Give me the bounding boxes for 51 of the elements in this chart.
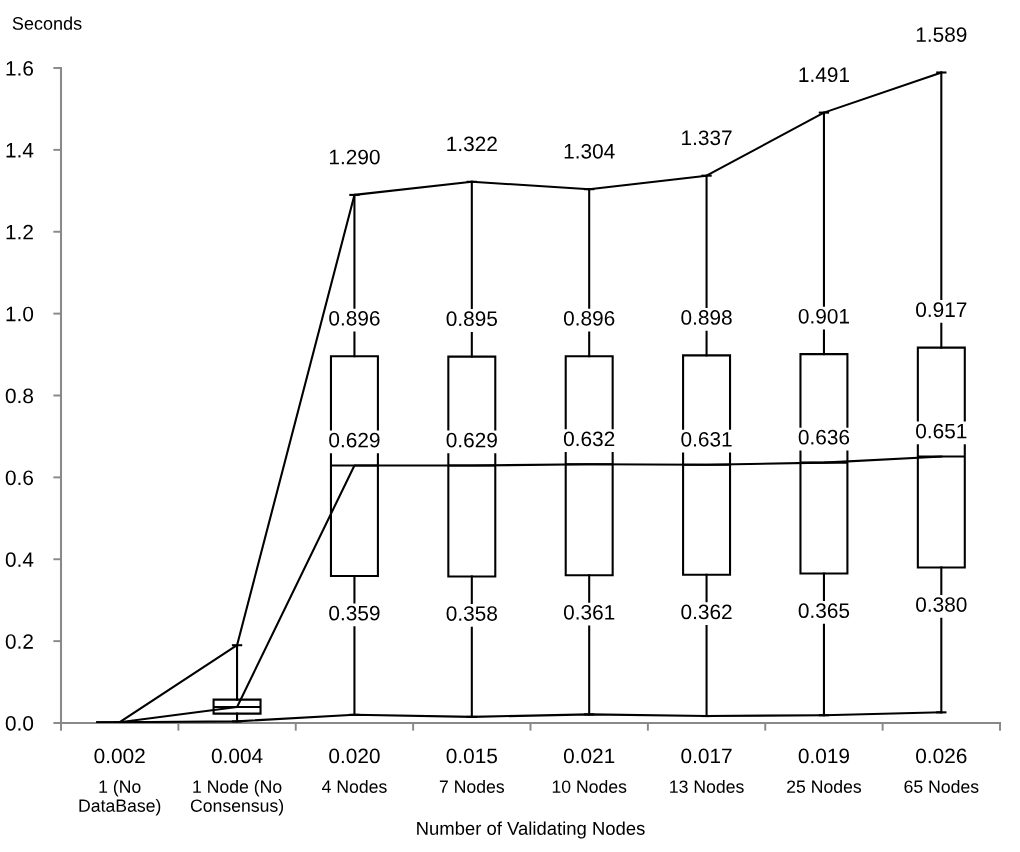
data-label: 0.019	[798, 748, 850, 764]
data-label: 0.002	[94, 748, 145, 764]
y-tick-label: 1.2	[6, 224, 33, 240]
annotation: 0.896	[563, 310, 615, 326]
data-label: 0.631	[681, 431, 732, 447]
annotation: 0.898	[681, 310, 732, 325]
annotation: 0.901	[798, 308, 849, 324]
data-label: 0.632	[563, 431, 615, 447]
x-tick-label: 13 Nodes	[670, 779, 744, 793]
y-tick-label: 1.0	[6, 306, 34, 322]
data-label: 0.651	[916, 423, 967, 439]
data-label: 0.026	[916, 748, 967, 764]
annotation: 0.358	[446, 606, 497, 621]
data-label: 1.491	[799, 67, 849, 83]
annotation: 0.359	[329, 605, 380, 621]
data-label: 1.322	[447, 136, 497, 152]
data-label: 0.020	[329, 748, 380, 764]
annotation: 0.380	[916, 597, 967, 612]
y-tick-label: 0.2	[5, 634, 33, 649]
annotation: 0.896	[329, 310, 380, 326]
annotation: 0.361	[563, 604, 615, 620]
data-label: 1.337	[682, 130, 732, 146]
x-tick-label: 25 Nodes	[787, 779, 862, 793]
y-tick-label: 1.4	[6, 143, 34, 158]
y-tick-label: 0.0	[5, 716, 34, 731]
x-tick-label: 10 Nodes	[552, 779, 627, 793]
annotation: 0.895	[446, 311, 498, 327]
x-tick-label: 1 Node (No Consensus)	[190, 779, 284, 816]
y-axis-title: Seconds	[12, 16, 82, 30]
data-label: 1.589	[916, 27, 967, 42]
data-label: 1.290	[329, 149, 380, 165]
data-label: 0.021	[563, 748, 615, 764]
data-label: 0.015	[446, 748, 498, 764]
y-tick-label: 1.6	[6, 61, 33, 76]
data-label: 0.629	[329, 432, 380, 448]
annotation: 0.917	[916, 302, 967, 318]
data-label: 0.636	[798, 429, 850, 445]
data-label: 1.304	[564, 143, 615, 159]
data-label: 0.629	[446, 432, 497, 448]
y-tick-label: 0.4	[5, 552, 34, 567]
y-tick-label: 0.8	[5, 388, 34, 404]
x-tick-label: 1 (No DataBase)	[79, 779, 161, 816]
x-tick-label: 7 Nodes	[439, 779, 505, 793]
x-axis-title: Number of Validating Nodes	[417, 821, 645, 839]
data-label: 0.017	[681, 748, 732, 764]
data-label: 0.004	[211, 748, 263, 764]
annotation: 0.362	[681, 604, 732, 620]
annotation: 0.365	[798, 603, 850, 619]
y-tick-label: 0.6	[5, 470, 33, 486]
x-tick-label: 65 Nodes	[904, 779, 979, 793]
x-tick-label: 4 Nodes	[322, 779, 387, 793]
